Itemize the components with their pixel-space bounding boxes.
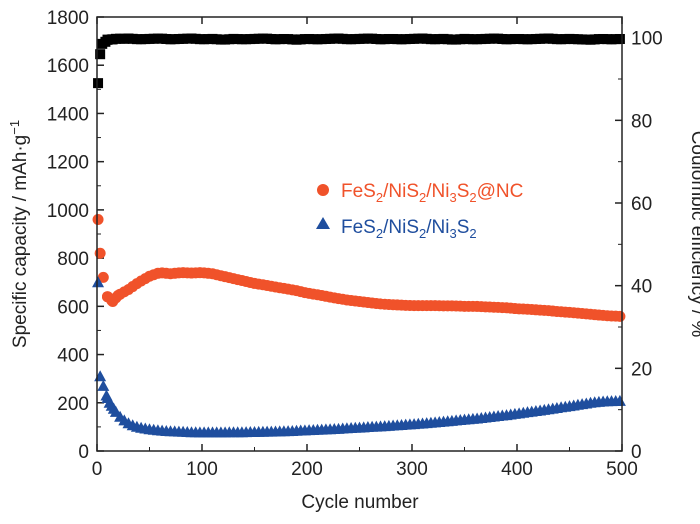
- legend-2-sub-1: 2: [376, 226, 383, 241]
- legend-label-nc: FeS2/NiS2/Ni3S2@NC: [341, 181, 523, 205]
- y-right-tick-label: 80: [631, 111, 652, 132]
- efficiency-point: [93, 78, 104, 89]
- y-right-tick-label: 0: [631, 442, 642, 463]
- legend: FeS2/NiS2/Ni3S2@NC FeS2/NiS2/Ni3S2: [316, 181, 523, 241]
- legend-2-mid-1: /NiS: [383, 217, 419, 238]
- y-left-tick-label: 600: [57, 297, 89, 318]
- legend-1-sub-3: 3: [449, 190, 456, 205]
- legend-2-base: FeS: [341, 217, 376, 238]
- y-left-tick-label: 1400: [47, 104, 89, 125]
- y-right-tick-label: 40: [631, 277, 652, 298]
- x-tick-labels: 0 100 200 300 400 500: [92, 459, 638, 480]
- capacity-point: [97, 271, 109, 283]
- legend-marker-triangle: [316, 217, 330, 229]
- y-right-tick-label: 100: [631, 29, 663, 50]
- y-left-axis-title: Specific capacity / mAh·g−1: [7, 120, 31, 348]
- capacity-point: [613, 394, 626, 406]
- legend-1-mid-2: /Ni: [426, 181, 449, 202]
- y-right-axis-title: Coulombic efficiency / %: [687, 131, 700, 338]
- legend-2-mid-2: /Ni: [426, 217, 449, 238]
- y-right-tick-label: 20: [631, 359, 652, 380]
- legend-2-mid-3: S: [457, 217, 470, 238]
- capacity-point: [97, 379, 110, 391]
- legend-2-sub-4: 2: [469, 226, 476, 241]
- efficiency-point: [614, 33, 625, 44]
- capacity-point: [92, 276, 105, 288]
- legend-1-base: FeS: [341, 181, 376, 202]
- legend-1-sub-2: 2: [419, 190, 426, 205]
- x-tick-label: 100: [186, 459, 218, 480]
- capacity-point: [614, 310, 626, 322]
- legend-1-mid-1: /NiS: [383, 181, 419, 202]
- capacity-point: [101, 391, 114, 403]
- y-right-tick-label: 60: [631, 194, 652, 215]
- x-tick-label: 0: [92, 459, 103, 480]
- y-left-tick-label: 1600: [47, 56, 89, 77]
- y-right-tick-labels: 0 20 40 60 80 100: [631, 29, 663, 463]
- coulombic-efficiency-series: [93, 33, 625, 89]
- x-tick-label: 300: [396, 459, 428, 480]
- x-tick-label: 200: [291, 459, 323, 480]
- y-left-tick-label: 800: [57, 249, 89, 270]
- y-left-tick-labels: 0 200 400 600 800 1000 1200 1400 1600 1800: [47, 8, 89, 463]
- legend-1-mid-3: S: [457, 181, 470, 202]
- efficiency-point: [95, 49, 106, 60]
- legend-label-bare: FeS2/NiS2/Ni3S2: [341, 217, 477, 241]
- legend-1-sub-4: 2: [469, 190, 476, 205]
- legend-1-sub-1: 2: [376, 190, 383, 205]
- y-left-axis-title-superscript: −1: [7, 120, 22, 135]
- legend-2-sub-3: 3: [449, 226, 456, 241]
- nc-composite-capacity-series: [92, 214, 626, 322]
- x-tick-label: 500: [606, 459, 638, 480]
- y-left-tick-label: 1000: [47, 201, 89, 222]
- y-left-tick-label: 400: [57, 346, 89, 367]
- y-left-tick-label: 1200: [47, 153, 89, 174]
- y-left-tick-label: 1800: [47, 8, 89, 29]
- legend-marker-circle: [317, 184, 329, 196]
- y-left-axis-title-main: Specific capacity / mAh·g: [10, 135, 31, 348]
- x-tick-label: 400: [501, 459, 533, 480]
- plot-frame: [96, 16, 623, 452]
- legend-1-tail: @NC: [477, 181, 524, 202]
- capacity-point: [94, 370, 107, 382]
- x-axis-title: Cycle number: [301, 492, 419, 513]
- y-left-tick-label: 0: [78, 442, 89, 463]
- legend-2-sub-2: 2: [419, 226, 426, 241]
- bare-composite-capacity-series: [92, 276, 626, 438]
- capacity-point: [92, 214, 104, 226]
- y-left-tick-label: 200: [57, 394, 89, 415]
